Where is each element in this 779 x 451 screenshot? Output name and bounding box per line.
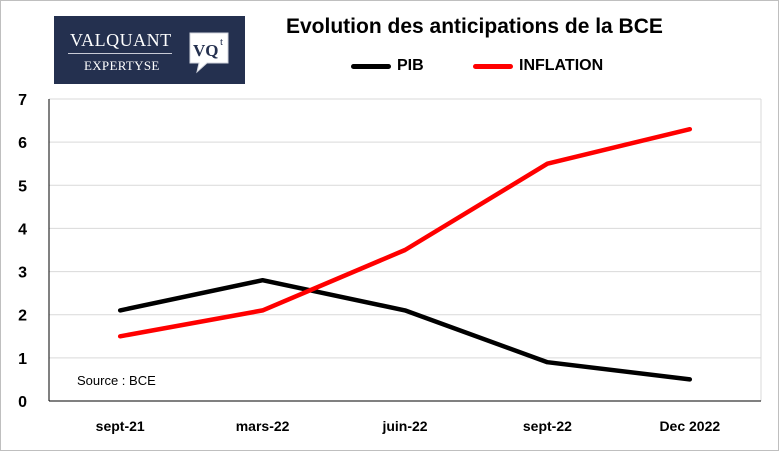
source-annotation: Source : BCE (77, 373, 156, 388)
x-tick-label: Dec 2022 (659, 418, 720, 434)
y-tick-label: 1 (18, 351, 27, 368)
x-tick-label: juin-22 (381, 418, 427, 434)
valquant-logo: VALQUANT EXPERTYSE VQ t (54, 16, 245, 84)
legend-swatch (473, 63, 513, 69)
svg-text:t: t (220, 36, 223, 48)
y-tick-label: 7 (18, 92, 27, 109)
y-tick-label: 0 (18, 394, 27, 411)
logo-divider (68, 53, 172, 54)
logo-line1: VALQUANT (70, 30, 172, 50)
series-line-inflation (117, 126, 693, 339)
x-tick-label: sept-21 (96, 418, 145, 434)
y-tick-label: 4 (18, 221, 27, 238)
legend-label: INFLATION (519, 57, 604, 74)
svg-text:VQ: VQ (193, 41, 219, 60)
legend-item-pib: PIB (351, 55, 424, 77)
x-tick-label: sept-22 (523, 418, 572, 434)
chart-title: Evolution des anticipations de la BCE (286, 15, 663, 38)
y-tick-label: 2 (18, 308, 27, 325)
x-tick-label: mars-22 (236, 418, 290, 434)
logo-line2: EXPERTYSE (84, 58, 160, 73)
vq-badge-icon: VQ t (189, 32, 229, 74)
y-tick-label: 6 (18, 135, 27, 152)
legend-label: PIB (397, 57, 424, 74)
legend-item-inflation: INFLATION (473, 55, 603, 77)
y-tick-label: 3 (18, 265, 27, 282)
y-tick-label: 5 (18, 178, 27, 195)
legend-swatch (351, 63, 391, 69)
series-line-pib (117, 277, 693, 382)
